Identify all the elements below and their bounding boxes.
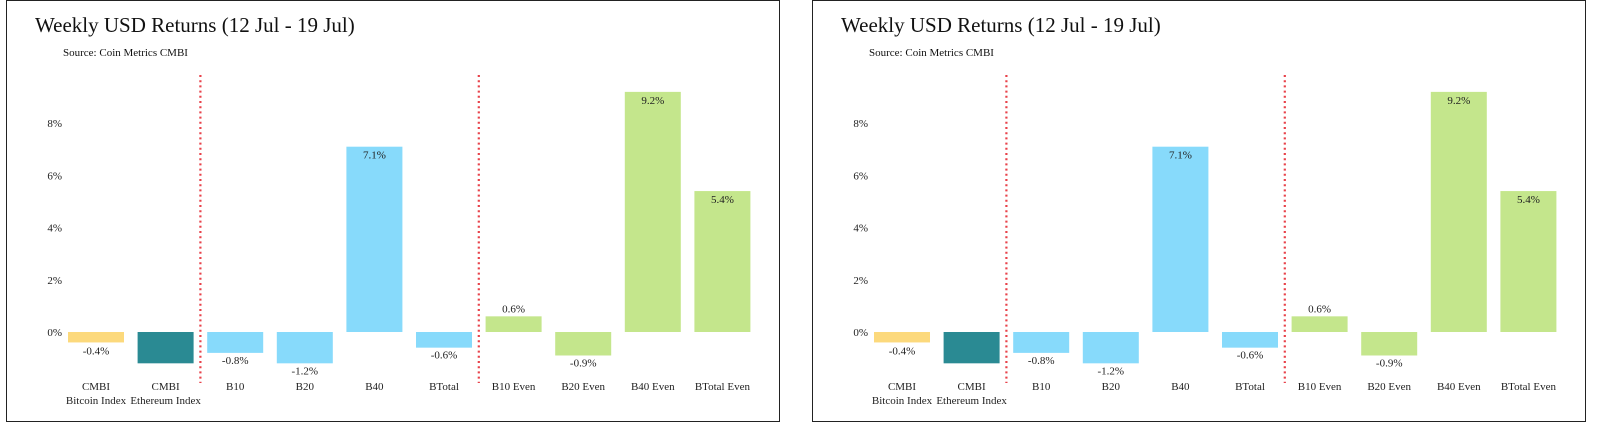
data-label: -1.2% [151, 365, 179, 377]
x-tick-label: Bitcoin Index [66, 395, 127, 407]
x-tick-label: B10 Even [1298, 381, 1342, 393]
chart-subtitle: Source: Coin Metrics CMBI [869, 47, 994, 59]
x-tick-label: Ethereum Index [936, 395, 1007, 407]
x-tick-label: Bitcoin Index [872, 395, 933, 407]
data-label: -0.6% [1237, 350, 1264, 362]
bar [874, 332, 930, 343]
x-tick-label: B10 [1032, 381, 1051, 393]
bar [1430, 91, 1487, 332]
x-tick-label: CMBI [958, 381, 986, 393]
data-label: 5.4% [1517, 194, 1540, 206]
x-tick-label: CMBI [152, 381, 180, 393]
chart-title: Weekly USD Returns (12 Jul - 19 Jul) [35, 13, 355, 37]
bar [694, 191, 751, 332]
x-tick-label: B40 [365, 381, 384, 393]
bar [137, 332, 194, 364]
x-tick-label: BTotal [429, 381, 459, 393]
x-tick-label: B10 [226, 381, 245, 393]
data-label: -0.9% [1376, 357, 1403, 369]
data-label: 0.6% [502, 303, 525, 315]
x-tick-label: BTotal Even [695, 381, 751, 393]
bar [624, 91, 681, 332]
y-tick-label: 6% [853, 170, 868, 182]
bar [943, 332, 1000, 364]
data-label: 9.2% [641, 95, 664, 107]
bar [555, 332, 612, 356]
y-tick-label: 2% [853, 275, 868, 287]
bar [346, 146, 403, 332]
bar-chart-plot: 0% 2% 4% 6% 8% -0.4% CMBI Bitcoin Index -1.2% CMB… [853, 75, 1557, 407]
data-label: 5.4% [711, 194, 734, 206]
bar [68, 332, 124, 343]
data-label: -0.8% [222, 355, 249, 367]
x-tick-label: CMBI [888, 381, 916, 393]
bar [1361, 332, 1418, 356]
data-label: -0.4% [83, 345, 110, 357]
x-tick-label: BTotal [1235, 381, 1265, 393]
data-label: 7.1% [363, 150, 386, 162]
x-tick-label: B20 Even [561, 381, 605, 393]
x-tick-label: B40 [1171, 381, 1190, 393]
bar [1291, 316, 1348, 332]
y-tick-label: 8% [853, 118, 868, 130]
chart-panel-2: Weekly USD Returns (12 Jul - 19 Jul) Sou… [812, 0, 1586, 422]
x-tick-label: CMBI [82, 381, 110, 393]
chart-title: Weekly USD Returns (12 Jul - 19 Jul) [841, 13, 1161, 37]
bar [276, 332, 333, 364]
data-label: -1.2% [1098, 365, 1125, 377]
chart-panel-1: Weekly USD Returns (12 Jul - 19 Jul) Sou… [6, 0, 780, 422]
bar [1152, 146, 1209, 332]
y-tick-label: 8% [47, 118, 62, 130]
x-tick-label: Ethereum Index [130, 395, 201, 407]
x-tick-label: B20 Even [1367, 381, 1411, 393]
x-tick-label: B10 Even [492, 381, 536, 393]
data-label: -0.8% [1028, 355, 1055, 367]
x-tick-label: B20 [1102, 381, 1121, 393]
chart-subtitle: Source: Coin Metrics CMBI [63, 47, 188, 59]
y-tick-label: 0% [853, 327, 868, 339]
x-tick-label: B40 Even [631, 381, 675, 393]
bar [416, 332, 472, 348]
bar [485, 316, 542, 332]
data-label: -0.6% [431, 350, 458, 362]
bar [1222, 332, 1278, 348]
bar [1500, 191, 1557, 332]
y-tick-label: 6% [47, 170, 62, 182]
bar [1082, 332, 1139, 364]
y-tick-label: 4% [853, 223, 868, 235]
data-label: 9.2% [1447, 95, 1470, 107]
data-label: -0.9% [570, 357, 597, 369]
y-tick-label: 0% [47, 327, 62, 339]
data-label: 7.1% [1169, 150, 1192, 162]
x-tick-label: BTotal Even [1501, 381, 1557, 393]
data-label: -1.2% [292, 365, 319, 377]
data-label: -0.4% [889, 345, 916, 357]
bar [207, 332, 264, 353]
data-label: -1.2% [957, 365, 985, 377]
bar-chart-plot: 0% 2% 4% 6% 8% -0.4% CMBI Bitcoin Index -1.2% CMB… [47, 75, 751, 407]
y-tick-label: 4% [47, 223, 62, 235]
x-tick-label: B40 Even [1437, 381, 1481, 393]
data-label: 0.6% [1308, 303, 1331, 315]
x-tick-label: B20 [296, 381, 315, 393]
bar [1013, 332, 1070, 353]
y-tick-label: 2% [47, 275, 62, 287]
